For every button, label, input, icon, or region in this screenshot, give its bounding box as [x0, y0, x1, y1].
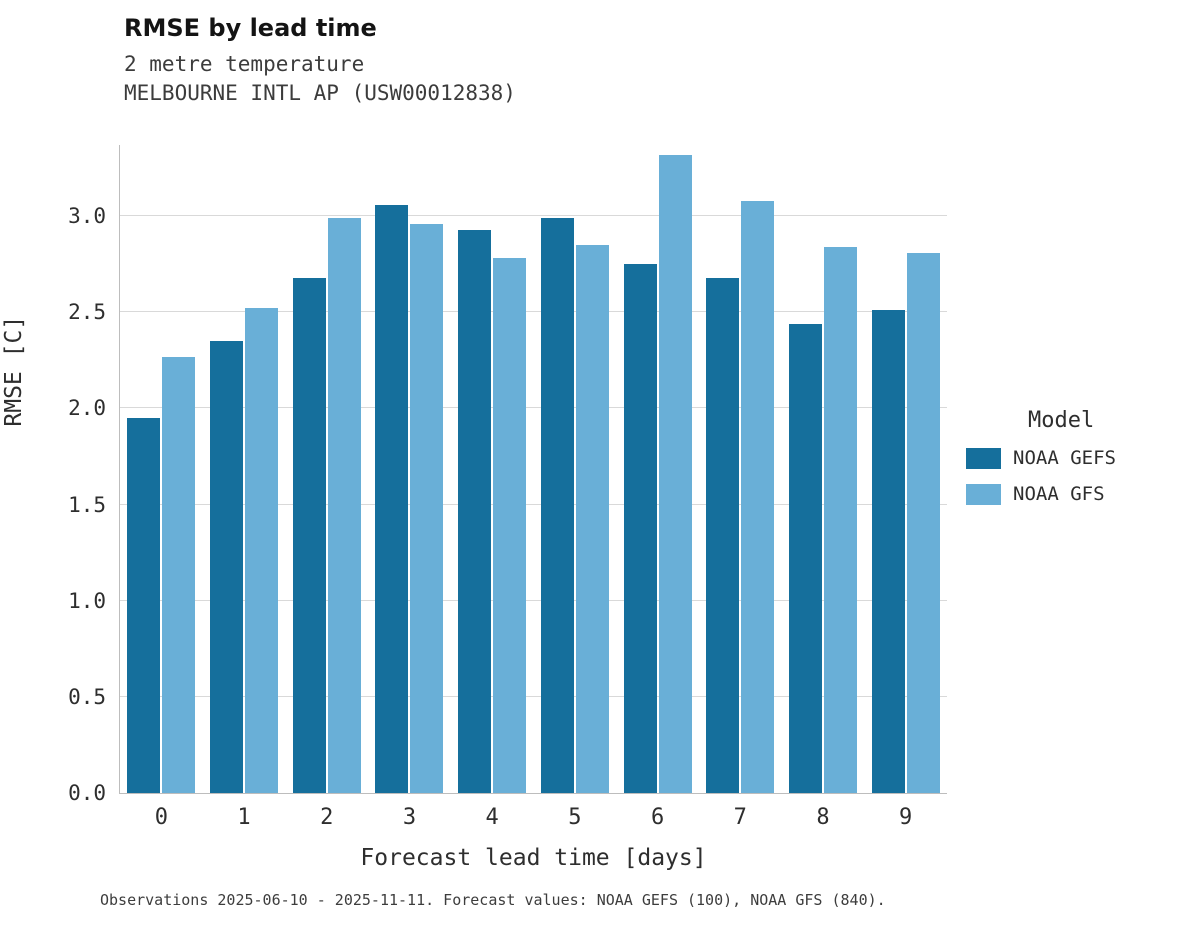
bar-noaa-gefs [292, 277, 326, 793]
bar-noaa-gefs [871, 310, 905, 793]
bar-noaa-gefs [375, 204, 409, 793]
y-tick-label: 0.0 [68, 781, 106, 805]
bar-noaa-gfs [906, 252, 940, 793]
chart-header: RMSE by lead time 2 metre temperature ME… [124, 14, 516, 108]
chart-subtitle-variable: 2 metre temperature [124, 52, 365, 76]
bar-noaa-gfs [658, 154, 692, 793]
gridline [120, 599, 947, 601]
bar-group: 4 [451, 145, 534, 830]
bar-noaa-gefs [623, 264, 657, 793]
x-tick-label: 8 [816, 805, 830, 830]
bar-noaa-gfs [245, 308, 279, 793]
bar-group: 0 [120, 145, 203, 830]
bar-group: 5 [534, 145, 617, 830]
x-tick-label: 4 [485, 805, 499, 830]
bar-noaa-gfs [741, 200, 775, 793]
bar-group: 7 [699, 145, 782, 830]
bar-noaa-gefs [706, 277, 740, 793]
y-tick-label: 0.5 [68, 684, 106, 709]
bar-noaa-gefs [210, 341, 244, 793]
chart-caption: Observations 2025-06-10 - 2025-11-11. Fo… [100, 891, 886, 909]
legend-entry-noaa-gefs: NOAA GEFS [966, 447, 1176, 469]
bar-noaa-gfs [575, 245, 609, 793]
bar-group: 3 [368, 145, 451, 830]
plot-area: 0.0 0.5 1.0 1.5 2.0 2.5 3.0 0 1 2 3 4 5 6 7 8 9 Forecas… [68, 145, 947, 871]
legend-entry-noaa-gfs: NOAA GFS [966, 483, 1176, 505]
bars-container: 0 1 2 3 4 5 6 7 8 9 [120, 145, 947, 830]
legend-label: NOAA GFS [1013, 483, 1105, 505]
x-tick-label: 5 [568, 805, 582, 830]
legend-label: NOAA GEFS [1013, 447, 1116, 469]
legend-swatch-noaa-gefs [966, 447, 1001, 469]
x-axis-label: Forecast lead time [days] [360, 845, 707, 871]
bar-noaa-gfs [162, 356, 196, 793]
x-tick-label: 1 [237, 805, 251, 830]
bar-noaa-gfs [410, 223, 444, 793]
gridline [120, 407, 947, 409]
legend-entries: NOAA GEFS NOAA GFS [966, 447, 1176, 505]
x-tick-label: 9 [899, 805, 913, 830]
y-tick-label: 1.0 [68, 588, 106, 613]
gridline [120, 503, 947, 505]
y-tick-label: 3.0 [68, 204, 106, 229]
y-tick-label: 2.0 [68, 396, 106, 421]
bar-noaa-gefs [540, 218, 574, 793]
legend: Model NOAA GEFS NOAA GFS [966, 408, 1176, 519]
legend-title: Model [1028, 408, 1095, 433]
bar-group: 8 [782, 145, 865, 830]
x-tick-label: 0 [154, 805, 168, 830]
gridline [120, 311, 947, 313]
x-tick-label: 3 [402, 805, 417, 830]
chart-subtitle-station: MELBOURNE INTL AP (USW00012838) [124, 80, 516, 105]
bar-noaa-gfs [493, 258, 527, 793]
bar-noaa-gefs [127, 418, 161, 793]
bar-noaa-gefs [458, 229, 492, 793]
bar-noaa-gefs [788, 323, 822, 793]
gridline [120, 215, 947, 217]
bar-noaa-gfs [823, 246, 857, 793]
bar-group: 1 [203, 145, 286, 830]
y-tick-label: 1.5 [68, 492, 106, 517]
legend-swatch-noaa-gfs [966, 483, 1001, 505]
bar-group: 9 [864, 145, 947, 830]
bar-noaa-gfs [327, 218, 361, 793]
x-tick-label: 2 [320, 805, 334, 830]
y-axis-label: RMSE [C] [1, 315, 27, 427]
gridline [120, 695, 947, 697]
x-tick-label: 6 [650, 805, 665, 830]
bar-group: 2 [285, 145, 368, 830]
x-tick-label: 7 [733, 805, 747, 830]
bar-group: 6 [616, 145, 699, 830]
y-tick-label: 2.5 [68, 300, 106, 325]
chart-title: RMSE by lead time [124, 14, 377, 42]
